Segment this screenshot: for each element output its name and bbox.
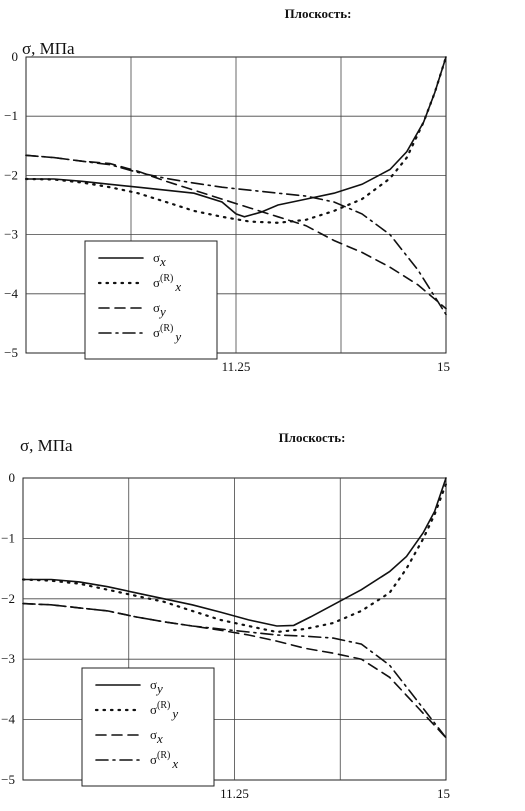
y-tick-label: −1 bbox=[1, 530, 15, 545]
series-line bbox=[25, 56, 447, 218]
legend-box bbox=[84, 240, 218, 360]
y-tick-label: −3 bbox=[1, 651, 15, 666]
series-line bbox=[22, 602, 447, 739]
chart-title: Плоскость: bbox=[279, 430, 346, 445]
chart-title: Плоскость: bbox=[285, 6, 352, 21]
legend: σy σ(R)y σx σ(R)x bbox=[81, 667, 215, 787]
x-tick-label: 15 bbox=[437, 359, 450, 374]
y-tick-label: −3 bbox=[4, 227, 18, 242]
x-tick-label: 11.25 bbox=[222, 359, 251, 374]
legend-label: σx bbox=[153, 250, 166, 269]
y-tick-label: 0 bbox=[9, 470, 16, 485]
legend-label: σx bbox=[150, 727, 163, 746]
legend-label: σy bbox=[150, 677, 163, 696]
y-axis-label: σ, МПа bbox=[22, 39, 75, 58]
legend-label: σ(R)x bbox=[150, 750, 178, 771]
series-line bbox=[24, 55, 448, 224]
legend: σx σ(R)x σy σ(R)y bbox=[84, 240, 218, 360]
legend-label: σ(R)y bbox=[150, 700, 178, 721]
legend-box bbox=[81, 667, 215, 787]
y-tick-label: −4 bbox=[1, 712, 15, 727]
chart-2: Плоскость: σ, МПа 0 −1 −2 −3 −4 −5 11.25 15 σy σ(R)… bbox=[1, 430, 450, 801]
y-tick-label: −5 bbox=[4, 345, 18, 360]
y-tick-label: 0 bbox=[12, 49, 19, 64]
legend-label: σ(R)y bbox=[153, 323, 181, 344]
y-tick-label: −4 bbox=[4, 286, 18, 301]
series-line bbox=[25, 154, 447, 310]
y-tick-label: −1 bbox=[4, 108, 18, 123]
series-line bbox=[25, 154, 447, 316]
y-tick-label: −5 bbox=[1, 772, 15, 787]
x-tick-label: 11.25 bbox=[220, 786, 249, 801]
y-axis-label: σ, МПа bbox=[20, 436, 73, 455]
series-line bbox=[22, 477, 447, 627]
legend-label: σy bbox=[153, 300, 166, 319]
legend-label: σ(R)x bbox=[153, 273, 181, 294]
y-tick-label: −2 bbox=[4, 167, 18, 182]
x-tick-label: 15 bbox=[437, 786, 450, 801]
y-tick-label: −2 bbox=[1, 591, 15, 606]
